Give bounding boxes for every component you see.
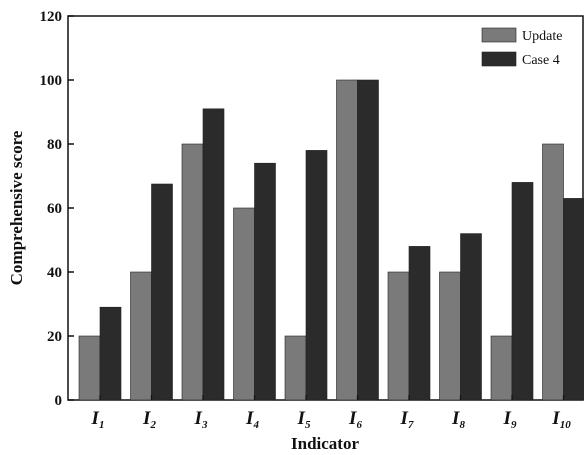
y-tick-label: 20	[47, 329, 62, 345]
bar-case-4-5	[305, 150, 328, 401]
x-tick-label: I4	[245, 408, 259, 431]
legend: Update Case 4	[481, 27, 562, 68]
y-tick-label: 40	[47, 265, 62, 281]
x-tick-label: I9	[503, 408, 517, 431]
bar-update-9	[490, 335, 513, 401]
bar-case-4-2	[151, 183, 173, 401]
y-tick-label: 60	[47, 201, 62, 217]
x-tick-label: I1	[91, 408, 105, 431]
bar-update-6	[336, 79, 358, 401]
bar-case-4-7	[408, 246, 431, 401]
y-axis-title: Comprehensive score	[7, 130, 26, 285]
x-tick-label: I8	[451, 408, 465, 431]
bar-case-4-4	[254, 162, 276, 401]
legend-swatch	[481, 51, 517, 67]
bar-update-3	[181, 143, 204, 401]
y-tick-label: 100	[40, 73, 63, 89]
x-tick-label: I3	[194, 408, 208, 431]
x-tick-label: I6	[348, 408, 362, 431]
x-tick-label: I10	[551, 408, 571, 431]
x-tick-label: I2	[142, 408, 156, 431]
bar-case-4-8	[460, 233, 482, 401]
bar-case-4-6	[357, 79, 379, 401]
y-tick-label: 80	[47, 137, 62, 153]
bar-case-4-9	[511, 182, 534, 401]
x-tick-label: I7	[400, 408, 414, 431]
bar-update-8	[439, 271, 461, 401]
bar-update-2	[130, 271, 152, 401]
bar-update-1	[78, 335, 101, 401]
x-tick-label: I5	[297, 408, 311, 431]
bar-case-4-3	[202, 108, 225, 401]
bar-update-4	[233, 207, 255, 401]
legend-label: Update	[522, 29, 562, 44]
y-axis: 0 20 40 60 80 100 120	[40, 9, 74, 409]
bar-case-4-1	[99, 306, 122, 401]
y-tick-label: 120	[40, 9, 63, 25]
bar-case-4-10	[563, 198, 584, 401]
x-axis-title: Indicator	[291, 434, 359, 453]
bar-update-7	[387, 271, 410, 401]
y-tick-label: 0	[55, 393, 63, 409]
bar-update-5	[284, 335, 307, 401]
legend-label: Case 4	[522, 53, 560, 68]
bars-layer	[78, 79, 584, 401]
x-axis: I1 I2 I3 I4 I5 I6 I7 I8 I9 I10	[91, 395, 571, 431]
legend-swatch	[481, 27, 517, 43]
bar-update-10	[542, 143, 564, 401]
